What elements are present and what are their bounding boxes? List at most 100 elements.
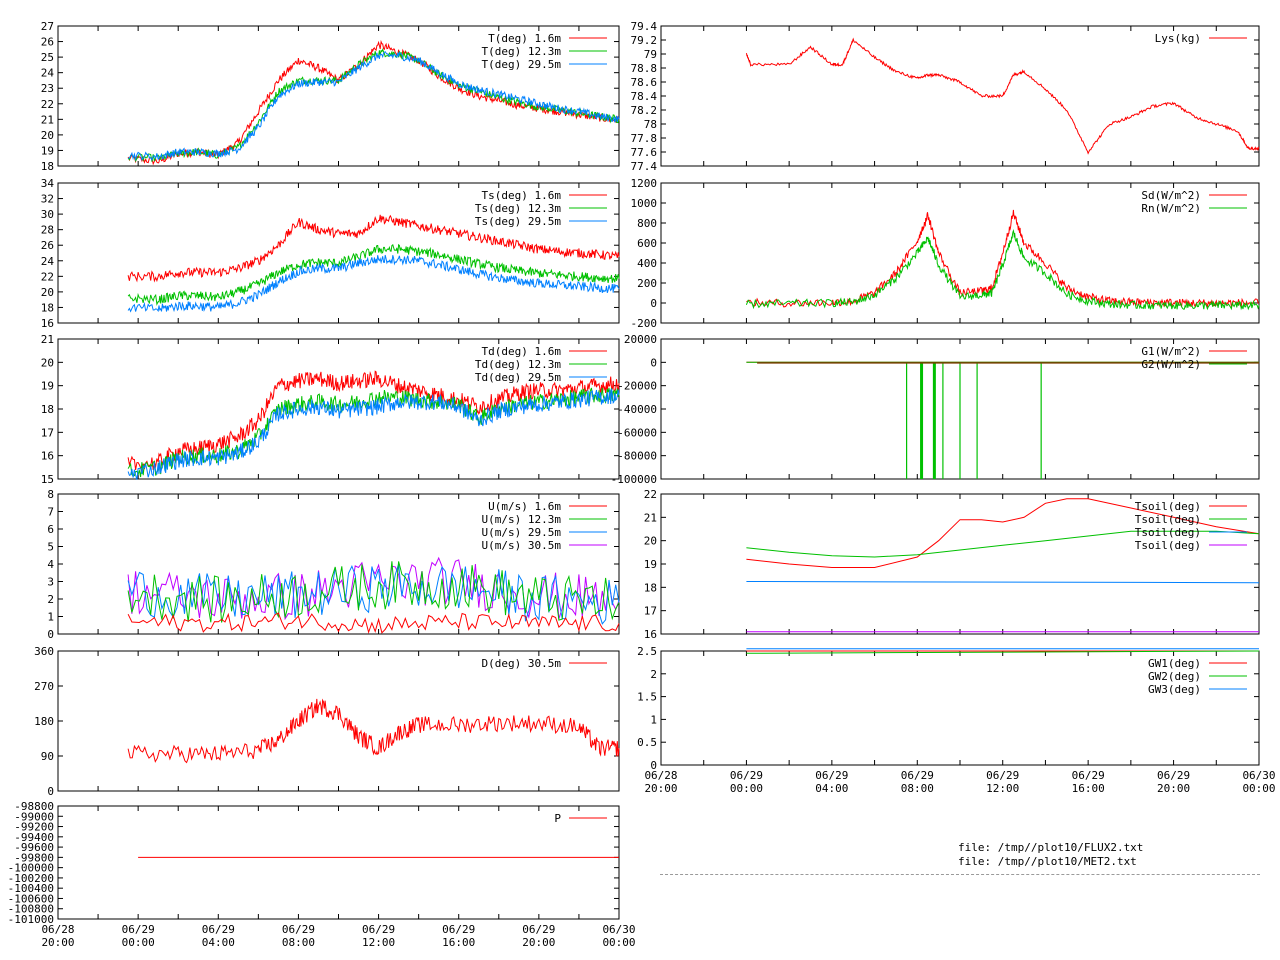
y-tick-label: 1.5 <box>637 691 657 704</box>
y-tick-label: -99200 <box>14 821 54 834</box>
series-line <box>746 581 1260 584</box>
dashed-separator <box>660 874 1260 875</box>
y-tick-label: 22 <box>644 488 657 501</box>
x-tick-label: 04:00 <box>202 936 235 949</box>
x-tick-label: 20:00 <box>1157 782 1190 795</box>
y-tick-label: 78.6 <box>631 76 658 89</box>
x-tick-label: 06/29 <box>986 769 1019 782</box>
y-tick-label: 1 <box>650 713 657 726</box>
y-tick-label: -20000 <box>617 380 657 393</box>
y-tick-label: 77.4 <box>631 160 658 173</box>
y-tick-label: -60000 <box>617 426 657 439</box>
y-tick-label: 79.2 <box>631 34 658 47</box>
y-tick-label: 16 <box>41 450 54 463</box>
series-line <box>127 561 620 623</box>
y-tick-label: 26 <box>41 239 54 252</box>
chart-panel-5: 0 90 180 270 360 D(deg) 30.5m <box>34 645 620 798</box>
x-tick-label: 06/29 <box>522 923 555 936</box>
y-tick-label: 200 <box>637 277 657 290</box>
file-label-flux: file: /tmp//plot10/FLUX2.txt <box>958 841 1144 854</box>
y-tick-label: 600 <box>637 237 657 250</box>
y-tick-label: -200 <box>631 317 658 330</box>
legend-label: GW1(deg) <box>1148 657 1201 670</box>
x-tick-label: 00:00 <box>730 782 763 795</box>
series-line <box>746 209 1260 309</box>
x-tick-label: 06/29 <box>815 769 848 782</box>
series-line <box>127 698 620 764</box>
x-tick-label: 06/30 <box>1242 769 1275 782</box>
legend-label: Ts(deg) 29.5m <box>475 215 561 228</box>
y-tick-label: 18 <box>41 301 54 314</box>
x-tick-label: 00:00 <box>122 936 155 949</box>
x-tick-label: 16:00 <box>442 936 475 949</box>
y-tick-label: 79 <box>644 48 657 61</box>
y-tick-label: -99800 <box>14 851 54 864</box>
chart-panel-8: -200 0 200 400 600 800 1000 1200 Sd(W/m^2)Rn(W/m… <box>631 177 1260 330</box>
y-tick-label: 1 <box>47 611 54 624</box>
x-tick-label: 20:00 <box>644 782 677 795</box>
y-tick-label: 21 <box>41 113 54 126</box>
legend-label: Td(deg) 12.3m <box>475 358 561 371</box>
plot-frame <box>57 650 620 792</box>
legend-label: GW2(deg) <box>1148 670 1201 683</box>
series-line <box>127 214 620 283</box>
y-tick-label: 30 <box>41 208 54 221</box>
legend-label: T(deg) 1.6m <box>488 32 561 45</box>
y-tick-label: 19 <box>41 144 54 157</box>
legend-label: U(m/s) 30.5m <box>482 539 562 552</box>
x-tick-label: 06/29 <box>1157 769 1190 782</box>
legend-label: Tsoil(deg) <box>1135 539 1201 552</box>
chart-panel-1: 18 19 20 21 22 23 24 25 26 27 T(deg) 1.6mT(deg) 12… <box>41 20 620 173</box>
y-tick-label: 34 <box>41 177 55 190</box>
series-line <box>127 556 620 621</box>
y-tick-label: 2 <box>650 668 657 681</box>
y-tick-label: 360 <box>34 645 54 658</box>
series-line <box>745 37 1260 155</box>
y-tick-label: 23 <box>41 82 54 95</box>
y-tick-label: -80000 <box>617 450 657 463</box>
x-tick-label: 00:00 <box>602 936 635 949</box>
legend-label: Tsoil(deg) <box>1135 526 1201 539</box>
legend-label: U(m/s) 1.6m <box>488 500 561 513</box>
plot-frame <box>660 25 1260 167</box>
x-tick-label: 06/28 <box>644 769 677 782</box>
y-tick-label: 78.8 <box>631 62 658 75</box>
legend-label: Ts(deg) 12.3m <box>475 202 561 215</box>
y-tick-label: 16 <box>644 628 657 641</box>
y-tick-label: 270 <box>34 680 54 693</box>
y-tick-label: 20000 <box>624 333 657 346</box>
y-tick-label: 20 <box>41 129 54 142</box>
y-tick-label: 3 <box>47 576 54 589</box>
x-tick-label: 12:00 <box>362 936 395 949</box>
y-tick-label: -100000 <box>611 473 657 486</box>
y-tick-label: 27 <box>41 20 54 33</box>
legend-label: G2(W/m^2) <box>1141 358 1201 371</box>
x-tick-label: 06/29 <box>202 923 235 936</box>
legend-label: T(deg) 12.3m <box>482 45 562 58</box>
legend-label: Tsoil(deg) <box>1135 513 1201 526</box>
y-tick-label: 2.5 <box>637 645 657 658</box>
series-line <box>746 498 1260 568</box>
legend-label: U(m/s) 12.3m <box>482 513 562 526</box>
series-line <box>746 650 1260 654</box>
y-tick-label: 7 <box>47 506 54 519</box>
x-tick-label: 20:00 <box>41 936 74 949</box>
y-tick-label: -100200 <box>8 872 54 885</box>
chart-panel-11: 00.511.522.506/2820:0006/2900:0006/2904:… <box>637 645 1275 795</box>
y-tick-label: 2 <box>47 593 54 606</box>
legend-label: Td(deg) 1.6m <box>482 345 562 358</box>
x-tick-label: 04:00 <box>815 782 848 795</box>
series-line <box>127 243 620 306</box>
y-tick-label: 24 <box>41 255 55 268</box>
y-tick-label: 16 <box>41 317 54 330</box>
y-tick-label: 18 <box>644 581 657 594</box>
legend-label: Ts(deg) 1.6m <box>482 189 562 202</box>
x-tick-label: 16:00 <box>1072 782 1105 795</box>
x-tick-label: 06/29 <box>442 923 475 936</box>
chart-panel-9: -100000 -80000 -60000 -40000 -20000 0 20000 G1(… <box>611 333 1260 486</box>
series-line <box>127 563 620 625</box>
series-line <box>746 530 1260 558</box>
series-line <box>127 254 620 313</box>
y-tick-label: 180 <box>34 715 54 728</box>
y-tick-label: 800 <box>637 217 657 230</box>
